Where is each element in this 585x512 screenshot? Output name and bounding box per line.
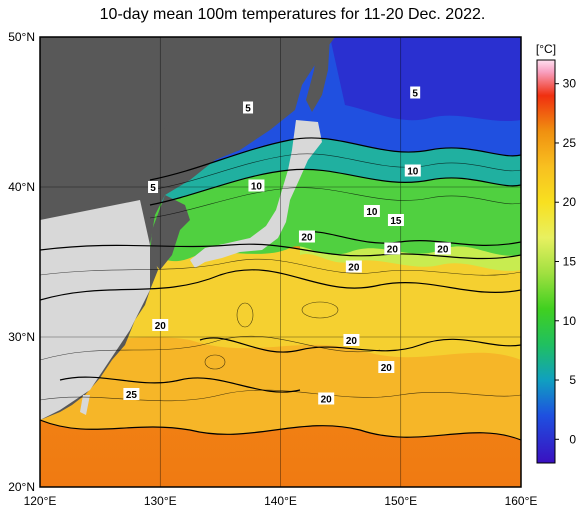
svg-text:20: 20 [301, 233, 313, 244]
latitude-ticks: 50°N 40°N 30°N 20°N [8, 30, 35, 494]
colorbar-ticks: 30 25 20 15 10 5 0 [555, 77, 577, 446]
isotherm-labels: 5 5 5 10 10 10 15 20 20 20 20 20 20 20 20 25 [123, 86, 451, 406]
isotherm-label: 20 [384, 242, 401, 256]
colorbar-tick-label: 20 [563, 195, 577, 209]
isotherm-label: 20 [345, 260, 362, 274]
colorbar-tick-label: 10 [563, 314, 577, 328]
colorbar-tick-label: 5 [569, 373, 576, 387]
svg-text:5: 5 [150, 183, 156, 194]
isotherm-label: 20 [378, 361, 395, 374]
colorbar-tick-label: 30 [563, 77, 577, 91]
isotherm-label: 10 [363, 205, 380, 218]
longitude-ticks: 120°E 130°E 140°E 150°E 160°E [24, 494, 538, 508]
svg-text:20: 20 [437, 245, 449, 256]
isotherm-label: 20 [152, 319, 169, 332]
graticule [40, 37, 521, 487]
svg-text:5: 5 [245, 104, 251, 115]
isotherm-label: 20 [343, 334, 360, 347]
svg-text:10: 10 [251, 182, 263, 193]
lon-tick-label: 120°E [24, 494, 57, 508]
svg-text:20: 20 [346, 336, 358, 347]
lat-tick-label: 40°N [8, 180, 35, 194]
lon-tick-label: 150°E [384, 494, 417, 508]
isotherm-label: 20 [298, 230, 315, 244]
isotherms [40, 137, 521, 441]
colorbar-tick-label: 15 [563, 255, 577, 269]
lon-tick-label: 160°E [505, 494, 538, 508]
lon-tick-label: 140°E [264, 494, 297, 508]
colorbar-gradient [536, 59, 556, 464]
lon-tick-label: 130°E [144, 494, 177, 508]
isotherms-minor [40, 153, 521, 402]
isotherm-label: 15 [387, 214, 404, 227]
isotherm-label: 5 [410, 86, 421, 100]
svg-text:20: 20 [321, 395, 333, 406]
land-china-east [40, 200, 150, 420]
ocean-band-7 [150, 137, 521, 205]
colorbar-unit: [°C] [536, 42, 556, 56]
svg-text:25: 25 [126, 390, 138, 401]
map-area: 5 5 5 10 10 10 15 20 20 20 20 20 20 20 20 25 [40, 37, 521, 487]
isotherm-label: 25 [123, 388, 140, 401]
lat-tick-label: 50°N [8, 30, 35, 44]
isotherm-label: 10 [404, 164, 421, 178]
svg-text:10: 10 [366, 207, 378, 218]
ocean-band-12 [140, 169, 521, 262]
svg-text:20: 20 [387, 245, 399, 256]
isotherm-label: 20 [318, 392, 335, 406]
isotherm-label: 5 [148, 181, 159, 194]
colorbar-tick-label: 25 [563, 136, 577, 150]
isotherm-label: 10 [248, 179, 265, 193]
svg-text:10: 10 [407, 167, 419, 178]
svg-text:20: 20 [348, 263, 360, 274]
colorbar-tick-label: 0 [569, 432, 576, 446]
land-japan [190, 120, 322, 268]
map-title: 10-day mean 100m temperatures for 11-20 … [99, 6, 486, 23]
svg-text:5: 5 [412, 89, 418, 100]
ocean-band-0 [330, 37, 521, 122]
lat-tick-label: 20°N [8, 480, 35, 494]
map-frame [39, 36, 522, 488]
land-sakhalin [306, 37, 330, 112]
svg-text:15: 15 [390, 216, 402, 227]
colorbar: [°C] 30 25 20 15 10 5 0 [536, 42, 577, 464]
svg-text:20: 20 [381, 363, 393, 374]
svg-text:20: 20 [155, 321, 167, 332]
lat-tick-label: 30°N [8, 330, 35, 344]
isotherm-label: 20 [434, 242, 451, 256]
isotherm-label: 5 [243, 101, 254, 115]
land-taiwan [80, 395, 90, 415]
